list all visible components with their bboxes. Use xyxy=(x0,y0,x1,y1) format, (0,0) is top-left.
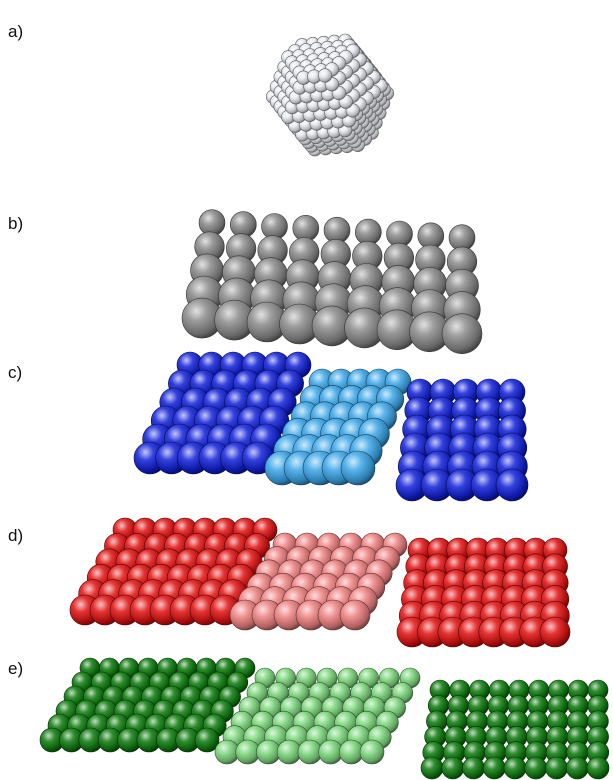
atom xyxy=(420,756,444,780)
atom xyxy=(338,739,364,765)
atom xyxy=(462,756,485,780)
atom xyxy=(297,739,323,765)
atom xyxy=(194,727,220,753)
atom xyxy=(441,756,465,780)
panel-label-c: c) xyxy=(8,363,23,382)
panel-label-e: e) xyxy=(8,659,24,678)
atom xyxy=(539,616,571,648)
panel-e-slab xyxy=(39,657,610,780)
panel-b-slab xyxy=(181,209,483,355)
panel-a-nanoparticle xyxy=(266,33,395,157)
atom xyxy=(340,450,376,486)
atom xyxy=(586,756,610,780)
atom xyxy=(339,599,371,631)
atom xyxy=(565,756,589,780)
panel-label-d: d) xyxy=(8,526,24,545)
panel-label-a: a) xyxy=(8,22,24,41)
atom xyxy=(524,756,548,780)
atom xyxy=(359,739,385,765)
atom xyxy=(482,756,506,780)
atom xyxy=(495,468,529,502)
atom xyxy=(214,739,240,765)
atom xyxy=(545,756,568,780)
panel-c-slab xyxy=(133,351,529,502)
atom xyxy=(256,739,281,765)
atom xyxy=(503,756,527,780)
atom xyxy=(317,68,333,83)
atom xyxy=(441,313,483,355)
atom xyxy=(276,739,302,765)
panel-label-b: b) xyxy=(8,214,24,233)
panel-d-slab xyxy=(69,517,571,648)
